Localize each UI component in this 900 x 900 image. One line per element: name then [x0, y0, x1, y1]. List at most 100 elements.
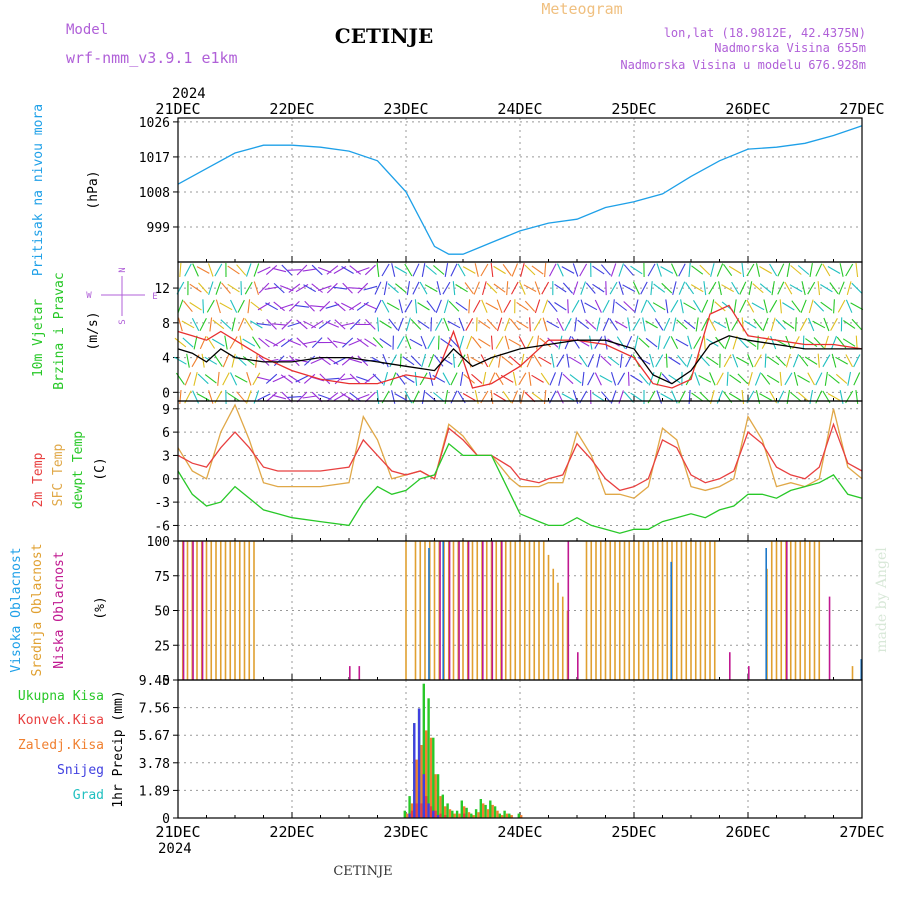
wind-arrow	[526, 354, 534, 368]
precip-frozen-bar	[425, 730, 428, 818]
wind-arrow	[326, 265, 339, 275]
wind-arrow	[640, 281, 648, 295]
snow-bar	[436, 815, 440, 818]
wind-arrow	[647, 263, 656, 277]
wind-arrow	[289, 355, 300, 367]
wind-arrow	[509, 318, 520, 331]
wind-arrow	[699, 264, 711, 276]
wind-arrow	[518, 336, 527, 350]
wind-gust-line	[177, 304, 863, 389]
precip-conv-bar	[463, 813, 466, 818]
wind-arrow	[795, 317, 797, 332]
wind-arrow	[771, 281, 775, 296]
wind-arrow	[311, 283, 323, 293]
precip-total-bar	[517, 813, 520, 818]
wind-arrow	[733, 299, 737, 314]
wind-arrow	[179, 262, 182, 278]
wind-arrow	[428, 353, 435, 368]
wind-arrow	[845, 299, 853, 313]
wind-arrow	[562, 282, 574, 294]
wind-arrow	[421, 390, 426, 404]
wind-arrow	[754, 372, 762, 386]
wind-arrow	[665, 353, 668, 368]
wind-arrow	[179, 389, 182, 405]
wind-arrow	[755, 390, 761, 404]
wind-arrow	[663, 336, 671, 350]
wind-arrow	[687, 335, 693, 350]
wind-arrow	[186, 353, 190, 368]
wind-arrow	[287, 321, 302, 328]
wind-arrow	[845, 354, 853, 368]
precip-total-bar	[479, 799, 482, 818]
wind-arrow	[372, 337, 384, 349]
wind-arrow	[688, 262, 691, 278]
wind-arrow	[531, 392, 544, 402]
wind-arrow	[547, 300, 558, 313]
wind-arrow	[524, 300, 536, 312]
wind-arrow	[833, 299, 835, 314]
wind-arrow	[630, 374, 643, 384]
wind-arrow	[693, 300, 702, 313]
wind-arrow	[855, 390, 859, 404]
wind-arrow	[442, 372, 451, 386]
precip-ytick-label: 7.56	[139, 702, 170, 717]
wind-arrow	[683, 319, 696, 330]
wind-arrow	[623, 264, 634, 276]
wind-arrow	[196, 266, 210, 274]
pressure-ytick-label: 999	[147, 221, 170, 236]
wind-arrow	[723, 354, 732, 368]
wind-arrow	[237, 299, 245, 313]
wind-arrow	[585, 319, 597, 330]
wind-arrow	[782, 319, 795, 329]
wind-arrow	[691, 265, 704, 275]
wind-arrow	[526, 336, 534, 350]
wind-arrow	[830, 335, 838, 350]
wind-arrow	[839, 389, 844, 405]
wind-arrow	[442, 281, 451, 295]
wind-arrow	[759, 266, 772, 274]
wind-arrow	[222, 354, 230, 368]
wind-arrow	[425, 265, 437, 275]
wind-arrow	[723, 263, 733, 277]
wind-arrow	[296, 264, 308, 276]
compass-w: W	[86, 291, 92, 301]
wind-arrow	[708, 281, 717, 295]
wind-arrow	[381, 263, 390, 277]
precip-ytick-label: 9.45	[139, 674, 170, 689]
wind-arrow	[694, 372, 701, 386]
x-label-top: 26DEC	[725, 100, 770, 118]
wind-arrow	[791, 300, 801, 313]
wind-arrow	[391, 263, 396, 277]
precip-total-bar	[432, 737, 435, 818]
wind-arrow	[341, 392, 354, 402]
wind-arrow	[493, 392, 506, 402]
wind-arrow	[524, 391, 536, 403]
wind-arrow	[724, 335, 731, 350]
precip-frozen-bar	[510, 815, 513, 818]
precip-frozen-bar	[420, 745, 423, 818]
wind-arrow	[784, 372, 793, 386]
wind-arrow	[419, 281, 428, 295]
wind-arrow	[623, 301, 635, 312]
wind-arrow	[632, 281, 640, 295]
wind-arrow	[388, 318, 398, 331]
wind-arrow	[845, 263, 854, 277]
precip-frozen-bar	[453, 813, 456, 818]
wind-arrow	[340, 322, 355, 327]
wind-arrow	[656, 263, 662, 277]
wind-arrow	[675, 338, 689, 347]
wind-arrow	[639, 373, 649, 385]
pressure-ytick-label: 1008	[139, 186, 170, 201]
wind-arrow	[296, 391, 308, 403]
wind-arrow	[566, 353, 570, 368]
wind-arrow	[592, 392, 605, 402]
temperature-ytick-label: -6	[154, 519, 170, 534]
wind-speed-line	[177, 335, 862, 385]
wind-arrow	[823, 335, 829, 350]
wind-arrow	[386, 302, 400, 311]
wind-arrow	[762, 317, 769, 332]
wind-arrow	[531, 265, 544, 275]
wind-arrow	[797, 265, 810, 275]
wind-arrow	[713, 320, 727, 329]
wind-arrow	[813, 337, 825, 349]
